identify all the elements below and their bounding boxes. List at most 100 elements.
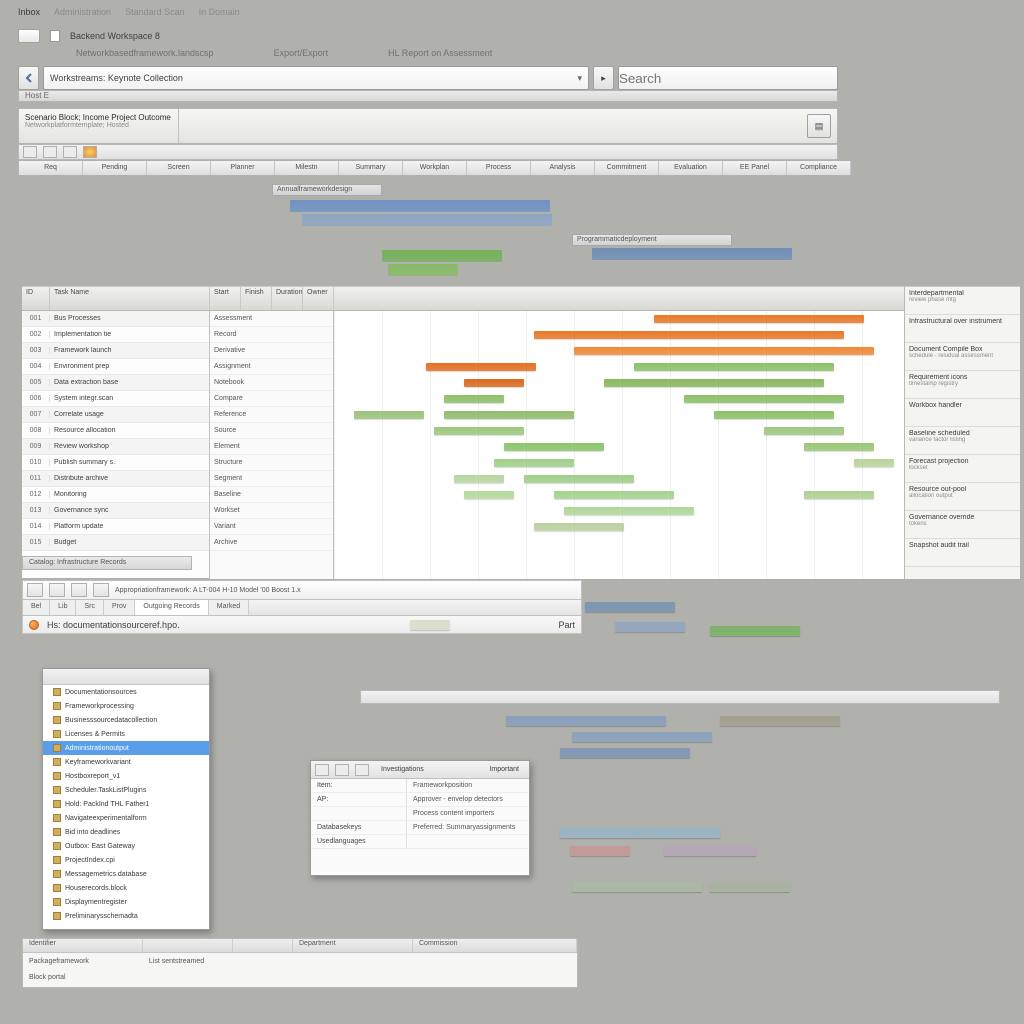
gantt-bar[interactable] — [504, 443, 604, 451]
tree-item[interactable]: Administrationoutput — [43, 741, 209, 755]
ribbon-tab-0[interactable]: Req — [19, 161, 83, 175]
props-btn-1[interactable] — [315, 764, 329, 776]
tree-item[interactable]: Navigateexperimentalform — [43, 811, 209, 825]
detail-row[interactable]: Variant — [210, 519, 333, 535]
tb-open-button[interactable] — [43, 146, 57, 158]
ribbon-tab-11[interactable]: EE Panel — [723, 161, 787, 175]
tree-item[interactable]: Businesssourcedatacollection — [43, 713, 209, 727]
task-row[interactable]: 013Governance sync — [22, 503, 209, 519]
overview-bar[interactable] — [290, 200, 550, 212]
tb-save-button[interactable] — [63, 146, 77, 158]
detail-row[interactable]: Structure — [210, 455, 333, 471]
nav-back-button[interactable] — [18, 66, 39, 90]
tab-outgoing[interactable]: Outgoing Records — [135, 600, 208, 615]
ribbon-tab-1[interactable]: Pending — [83, 161, 147, 175]
ribbon-tab-4[interactable]: Milestn — [275, 161, 339, 175]
gantt-bar[interactable] — [444, 395, 504, 403]
task-row[interactable]: 008Resource allocation — [22, 423, 209, 439]
overview-bar[interactable] — [592, 248, 792, 260]
detail-row[interactable]: Assignment — [210, 359, 333, 375]
ribbon-tab-2[interactable]: Screen — [147, 161, 211, 175]
task-row[interactable]: 004Environment prep — [22, 359, 209, 375]
lower-gantt-bar[interactable] — [572, 732, 712, 742]
lower-gantt-bar[interactable] — [720, 716, 840, 726]
lower-gantt-bar[interactable] — [572, 882, 702, 892]
detail-row[interactable]: Derivative — [210, 343, 333, 359]
gantt-bar[interactable] — [494, 459, 574, 467]
menu-bar[interactable]: Inbox Administration Standard Scan In Do… — [18, 4, 838, 20]
tree-item[interactable]: Frameworkprocessing — [43, 699, 209, 713]
task-row[interactable]: 003Framework launch — [22, 343, 209, 359]
detail-row[interactable]: Source — [210, 423, 333, 439]
detail-row[interactable]: Assessment — [210, 311, 333, 327]
tree-item[interactable]: Houserecords.block — [43, 881, 209, 895]
ribbon-tab-5[interactable]: Summary — [339, 161, 403, 175]
detail-row[interactable]: Baseline — [210, 487, 333, 503]
col-start[interactable]: Start — [210, 287, 241, 310]
ribbon-tabs[interactable]: ReqPendingScreenPlannerMilestnSummaryWor… — [18, 160, 852, 176]
lower-gantt-bar[interactable] — [710, 626, 800, 636]
tree-item[interactable]: Licenses & Permits — [43, 727, 209, 741]
gantt-bar[interactable] — [714, 411, 834, 419]
gantt-bar[interactable] — [426, 363, 536, 371]
tb-run-button[interactable] — [83, 146, 97, 158]
lt-fwd-button[interactable] — [49, 583, 65, 597]
detail-row[interactable]: Workset — [210, 503, 333, 519]
gantt-bar[interactable] — [574, 347, 874, 355]
lower-gantt-bar[interactable] — [506, 716, 666, 726]
lower-gantt-bar[interactable] — [410, 620, 450, 630]
prop-row[interactable]: Process content importers — [311, 807, 529, 821]
tree-item[interactable]: Outbox: East Gateway — [43, 839, 209, 853]
tree-item[interactable]: Keyframeworkvariant — [43, 755, 209, 769]
lower-gantt-bar[interactable] — [560, 748, 690, 758]
gantt-bar[interactable] — [534, 331, 844, 339]
lt-up-button[interactable] — [71, 583, 87, 597]
rpanel-item[interactable]: Interdepartmentalreview phase mtg — [905, 287, 1020, 315]
crumb-0[interactable]: Bel — [23, 600, 50, 615]
col-duration[interactable]: Duration — [272, 287, 303, 310]
detail-row[interactable]: Reference — [210, 407, 333, 423]
tb-new-button[interactable] — [23, 146, 37, 158]
overview-bar[interactable] — [302, 214, 552, 226]
gantt-bar[interactable] — [434, 427, 524, 435]
rpanel-item[interactable]: Document Compile Boxschedule - residual … — [905, 343, 1020, 371]
tree-popup[interactable]: DocumentationsourcesFrameworkprocessingB… — [42, 668, 210, 930]
col-owner[interactable]: Owner — [303, 287, 334, 310]
lower-gantt-bar[interactable] — [560, 828, 720, 838]
gantt-bar[interactable] — [464, 379, 524, 387]
breadcrumb[interactable]: Networkbasedframework.landscsp — [76, 48, 214, 58]
gantt-bar[interactable] — [654, 315, 864, 323]
gantt-bar[interactable] — [804, 443, 874, 451]
gantt-bar[interactable] — [634, 363, 834, 371]
task-detail-column[interactable]: AssessmentRecordDerivativeAssignmentNote… — [210, 311, 334, 579]
props-btn-2[interactable] — [335, 764, 349, 776]
rpanel-item[interactable]: Snapshot audit trail — [905, 539, 1020, 567]
task-row[interactable]: 010Publish summary s. — [22, 455, 209, 471]
tree-item[interactable]: Messagemetrics.database — [43, 867, 209, 881]
gantt-bar[interactable] — [854, 459, 894, 467]
rpanel-item[interactable]: Governance overridetokens — [905, 511, 1020, 539]
ribbon-tab-10[interactable]: Evaluation — [659, 161, 723, 175]
crumb-2[interactable]: Src — [76, 600, 104, 615]
search-input[interactable] — [618, 66, 838, 90]
detail-row[interactable]: Record — [210, 327, 333, 343]
rpanel-item[interactable]: Forecast projectionlockset — [905, 455, 1020, 483]
workstream-combo[interactable]: Workstreams: Keynote Collection ▾ — [43, 66, 589, 90]
gantt-bar[interactable] — [354, 411, 424, 419]
tree-item[interactable]: Hostboxreport_v1 — [43, 769, 209, 783]
tree-item[interactable]: Preliminarysschemadta — [43, 909, 209, 923]
gantt-bar[interactable] — [684, 395, 844, 403]
task-row[interactable]: 014Platform update — [22, 519, 209, 535]
ribbon-tab-6[interactable]: Workplan — [403, 161, 467, 175]
menu-domain[interactable]: In Domain — [199, 7, 240, 17]
ribbon-tab-3[interactable]: Planner — [211, 161, 275, 175]
gantt-bar[interactable] — [454, 475, 504, 483]
gantt-bar[interactable] — [764, 427, 844, 435]
task-row[interactable]: 007Correlate usage — [22, 407, 209, 423]
gantt-bar[interactable] — [554, 491, 674, 499]
scenario-options-button[interactable]: ▤ — [807, 114, 831, 138]
gantt-chart[interactable] — [334, 311, 904, 579]
task-row[interactable]: 006System integr.scan — [22, 391, 209, 407]
combo-go-button[interactable]: ▸ — [593, 66, 614, 90]
lower-gantt-bar[interactable] — [570, 846, 630, 856]
